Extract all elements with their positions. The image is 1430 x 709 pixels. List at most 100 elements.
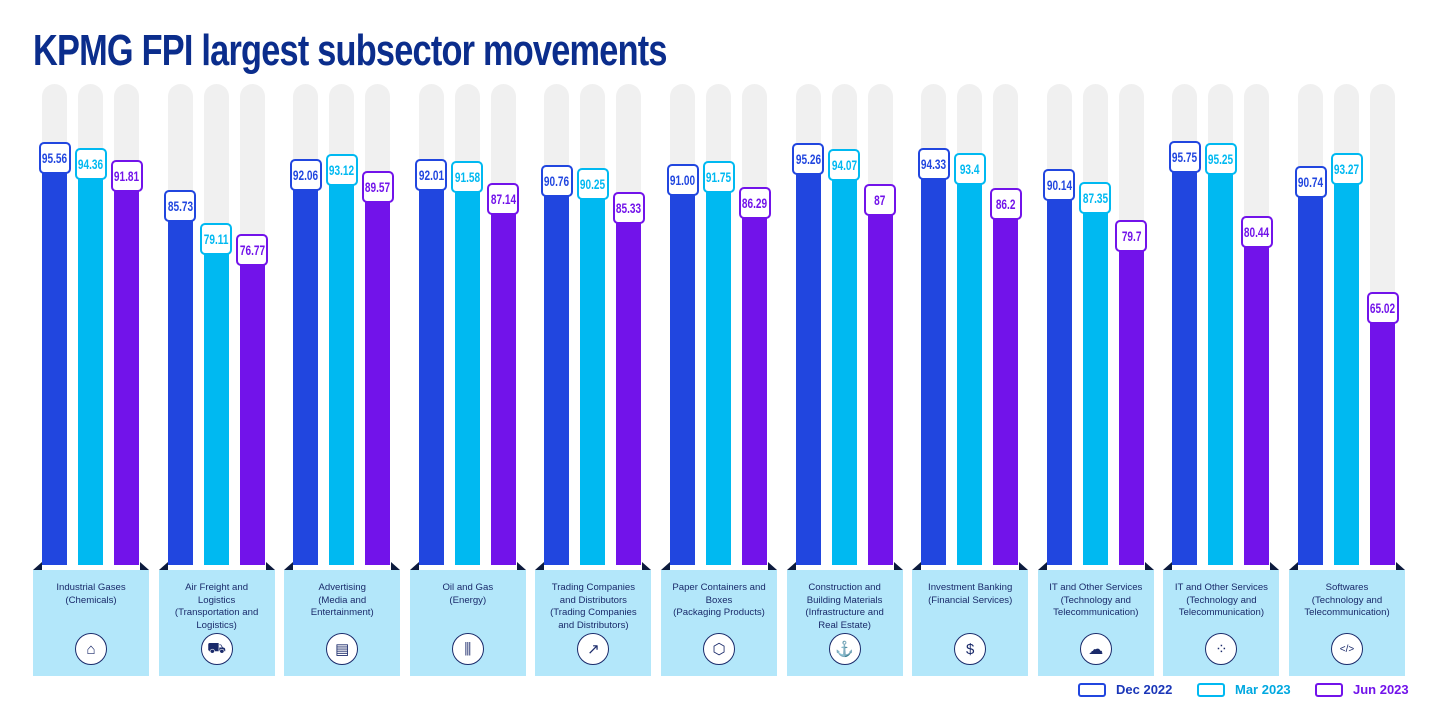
data-label: 95.26 (792, 143, 825, 176)
bar-dec-2022 (293, 189, 319, 565)
data-label-text: 94.36 (77, 155, 104, 172)
category-panel: Construction and Building Materials (Infra… (786, 570, 903, 676)
data-label: 86.2 (989, 187, 1022, 220)
category-panel: Trading Companies and Distributors (Tradin… (535, 570, 652, 676)
bar-jun-2023 (1118, 249, 1144, 565)
data-label: 87.14 (487, 183, 520, 216)
data-label: 76.77 (236, 234, 269, 267)
category-label-line: Investment Banking (928, 582, 1013, 593)
category-label: Trading Companies and Distributors (Tradin… (537, 582, 649, 632)
bar-dec-2022 (42, 171, 67, 565)
construction-crane-icon: ⚓ (828, 633, 861, 665)
truck-icon: ⛟ (200, 633, 233, 665)
data-label-text: 79.7 (1121, 227, 1142, 244)
data-label-text: 89.57 (365, 179, 391, 196)
data-label-text: 91.75 (705, 168, 732, 185)
factory-icon: ⌂ (75, 633, 107, 665)
category-panel: Advertising (Media and Entertainment) ▤ (284, 570, 401, 676)
category-label-line: Industrial Gases (56, 582, 126, 593)
panel-fold-right (1019, 562, 1029, 570)
category-label-line: Telecommunication) (1053, 607, 1139, 618)
legend-label: Mar 2023 (1235, 682, 1291, 697)
data-label-text: 95.75 (1172, 148, 1198, 165)
bar-mar-2023 (203, 252, 229, 565)
category-panel: Investment Banking (Financial Services) $ (912, 570, 1029, 676)
bar-jun-2023 (742, 217, 767, 565)
category-label-line: (Infrastructure and (805, 607, 884, 618)
category-label-line: Telecommunication) (1304, 607, 1390, 618)
category-label-line: Boxes (705, 594, 733, 606)
legend-swatch (1197, 682, 1225, 697)
data-label: 79.7 (1115, 219, 1148, 252)
category-label-line: (Technology and (1060, 594, 1131, 606)
category-label: Softwares (Technology and Telecommunicatio… (1291, 582, 1403, 620)
panel-fold-left (912, 562, 922, 570)
category-label-line: (Transportation and (174, 607, 259, 618)
data-label: 90.25 (576, 167, 609, 200)
chart-title: KPMG FPI largest subsector movements (33, 26, 668, 75)
panel-fold-right (1144, 562, 1154, 570)
category-label: Oil and Gas (Energy) (412, 582, 524, 607)
bar-jun-2023 (365, 201, 391, 565)
data-label-text: 85.73 (167, 198, 193, 215)
category-label: Paper Containers and Boxes (Packaging Prod… (663, 582, 775, 620)
data-label-text: 91.00 (669, 172, 696, 189)
data-label: 91.81 (110, 160, 143, 193)
bar-jun-2023 (993, 217, 1019, 565)
legend-label: Jun 2023 (1353, 682, 1409, 697)
data-label-text: 95.25 (1208, 151, 1234, 168)
data-label-text: 92.06 (293, 167, 319, 184)
category-label-line: IT and Other Services (1174, 582, 1268, 593)
category-label-line: (Technology and (1186, 594, 1257, 606)
data-label: 92.06 (289, 159, 322, 192)
data-label-text: 93.27 (1333, 161, 1360, 178)
category-label-line: Logistics (197, 594, 236, 606)
panel-fold-left (661, 562, 670, 570)
bar-jun-2023 (616, 222, 642, 565)
data-label: 95.25 (1204, 143, 1237, 176)
data-label: 87 (864, 183, 897, 216)
category-label-line: Construction and (808, 582, 881, 593)
data-label-text: 90.74 (1297, 173, 1324, 190)
bar-mar-2023 (957, 182, 983, 565)
bar-mar-2023 (454, 191, 480, 565)
legend-item-jun-2023: Jun 2023 (1315, 682, 1409, 697)
legend-swatch (1315, 682, 1343, 697)
panel-fold-right (265, 562, 275, 570)
panel-fold-left (33, 562, 42, 570)
panel-fold-right (140, 562, 149, 570)
data-label-text: 93.4 (959, 160, 980, 177)
data-label-text: 90.25 (580, 175, 606, 192)
bar-jun-2023 (114, 190, 139, 565)
panel-fold-right (642, 562, 652, 570)
data-label-text: 86.2 (995, 195, 1016, 212)
bar-mar-2023 (1082, 212, 1108, 565)
data-label-text: 90.76 (544, 173, 570, 190)
bar-jun-2023 (1244, 246, 1270, 565)
bar-dec-2022 (795, 173, 821, 565)
data-label: 92.01 (415, 159, 448, 192)
category-label-line: Advertising (318, 582, 366, 593)
data-label-text: 85.33 (616, 200, 642, 217)
category-label-line: (Energy) (449, 594, 487, 606)
category-label-line: Softwares (1325, 582, 1369, 593)
panel-fold-right (893, 562, 903, 570)
data-label: 85.73 (164, 190, 197, 223)
data-label: 94.07 (828, 149, 861, 182)
category-label-line: Paper Containers and (672, 582, 766, 593)
bar-mar-2023 (706, 190, 731, 565)
data-label-text: 94.33 (921, 155, 947, 172)
category-label-line: (Financial Services) (928, 594, 1013, 606)
category-panel: Industrial Gases (Chemicals) ⌂ (33, 570, 149, 676)
oil-refinery-icon: ⫼ (451, 633, 484, 665)
data-label-text: 87 (874, 191, 886, 208)
category-label-line: Entertainment) (310, 607, 374, 618)
data-label: 95.75 (1168, 140, 1201, 173)
panel-fold-right (391, 562, 401, 570)
category-label-line: Logistics) (196, 619, 237, 631)
bar-dec-2022 (418, 189, 444, 565)
panel-fold-right (1270, 562, 1280, 570)
panel-fold-left (1037, 562, 1047, 570)
bar-dec-2022 (921, 177, 947, 565)
